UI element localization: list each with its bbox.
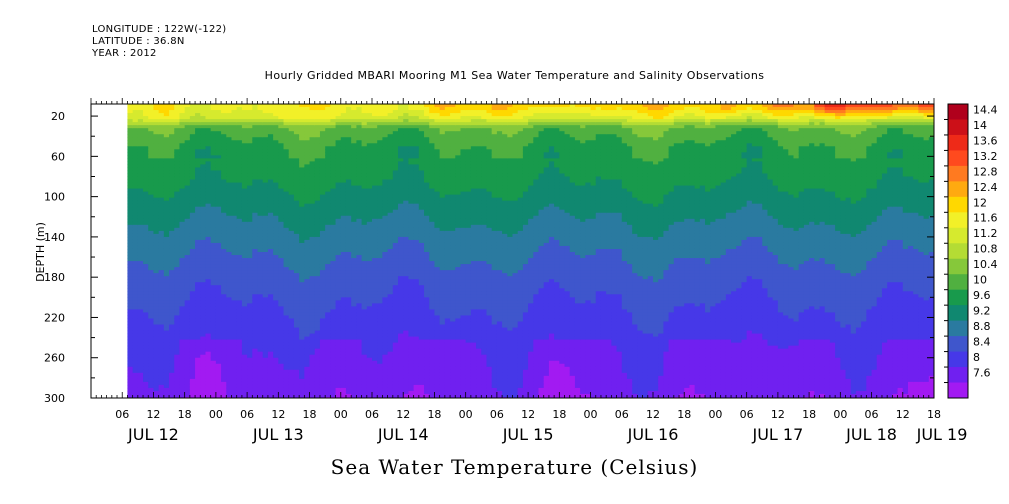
colorbar-label: 10 (973, 274, 987, 287)
x-hour-label: 18 (178, 408, 192, 421)
colorbar-label: 7.6 (973, 367, 991, 380)
x-hour-label: 06 (615, 408, 629, 421)
colorbar-swatch (948, 336, 968, 353)
latitude-label: LATITUDE : 36.8N (92, 36, 185, 47)
colorbar-swatch (948, 305, 968, 322)
colorbar-label: 9.6 (973, 289, 991, 302)
heatmap-field (127, 104, 934, 398)
x-hour-label: 06 (490, 408, 504, 421)
colorbar-swatch (948, 165, 968, 182)
x-hour-label: 18 (927, 408, 941, 421)
y-tick-label: 260 (44, 352, 65, 365)
x-hour-label: 12 (771, 408, 785, 421)
x-hour-label: 12 (896, 408, 910, 421)
x-hour-label: 00 (334, 408, 348, 421)
longitude-label: LONGITUDE : 122W(-122) (92, 24, 227, 35)
colorbar-label: 11.2 (973, 227, 998, 240)
colorbar-swatch (948, 119, 968, 136)
colorbar-swatch (948, 320, 968, 337)
x-hour-label: 06 (365, 408, 379, 421)
colorbar-label: 12.8 (973, 165, 998, 178)
x-hour-label: 06 (115, 408, 129, 421)
colorbar-label: 12 (973, 196, 987, 209)
x-hour-label: 18 (802, 408, 816, 421)
colorbar-swatch (948, 104, 968, 120)
colorbar-swatch (948, 196, 968, 213)
x-hour-label: 06 (740, 408, 754, 421)
location-metadata: LONGITUDE : 122W(-122) LATITUDE : 36.8N … (92, 24, 227, 60)
x-date-label: JUL 16 (627, 425, 679, 444)
y-tick-label: 140 (44, 231, 65, 244)
colorbar-swatch (948, 212, 968, 229)
x-hour-label: 18 (427, 408, 441, 421)
x-hour-label: 12 (646, 408, 660, 421)
x-hour-label: 18 (303, 408, 317, 421)
colorbar-label: 12.4 (973, 181, 998, 194)
colorbar-label: 9.2 (973, 305, 991, 318)
x-hour-label: 12 (271, 408, 285, 421)
x-hour-label: 12 (521, 408, 535, 421)
x-hour-label: 18 (677, 408, 691, 421)
colorbar-swatch (948, 289, 968, 306)
x-axis-title: Sea Water Temperature (Celsius) (330, 455, 699, 479)
x-hour-label: 06 (865, 408, 879, 421)
colorbar-swatch (948, 134, 968, 151)
x-date-label: JUL 14 (377, 425, 429, 444)
x-date-label: JUL 18 (845, 425, 897, 444)
colorbar-swatch (948, 243, 968, 260)
colorbar-frame (947, 103, 969, 399)
x-hour-label: 06 (240, 408, 254, 421)
colorbar-label: 10.8 (973, 243, 998, 256)
x-hour-label: 12 (146, 408, 160, 421)
colorbar-swatch (948, 181, 968, 198)
year-label: YEAR : 2012 (92, 48, 157, 59)
colorbar-swatch (948, 258, 968, 275)
x-hour-label: 00 (459, 408, 473, 421)
colorbar-swatch (948, 351, 968, 368)
colorbar-swatch (948, 150, 968, 167)
x-hour-label: 18 (552, 408, 566, 421)
colorbar-label: 8.4 (973, 336, 991, 349)
y-tick-label: 180 (44, 271, 65, 284)
colorbar-swatch (948, 274, 968, 291)
colorbar-label: 10.4 (973, 258, 998, 271)
y-tick-label: 300 (44, 392, 65, 405)
x-hour-label: 12 (396, 408, 410, 421)
y-tick-label: 100 (44, 191, 65, 204)
x-hour-label: 00 (708, 408, 722, 421)
y-tick-label: 20 (51, 110, 65, 123)
x-hour-label: 00 (209, 408, 223, 421)
colorbar-label: 13.2 (973, 150, 998, 163)
colorbar-swatch (948, 367, 968, 384)
x-hour-label: 00 (833, 408, 847, 421)
colorbar-swatch (948, 227, 968, 244)
colorbar-swatch (948, 382, 968, 399)
chart-title: Hourly Gridded MBARI Mooring M1 Sea Wate… (264, 69, 765, 82)
x-date-label: JUL 17 (751, 425, 803, 444)
colorbar-label: 14 (973, 119, 987, 132)
colorbar-label: 13.6 (973, 134, 998, 147)
y-tick-label: 220 (44, 311, 65, 324)
colorbar-label: 8.8 (973, 320, 991, 333)
y-axis-label: DEPTH (m) (34, 222, 47, 282)
x-date-label: JUL 13 (252, 425, 304, 444)
x-date-label: JUL 19 (916, 425, 968, 444)
colorbar: 14.4 14 13.6 13.2 12.8 12.4 12 11.6 11.2 10.8 10.4… (944, 103, 998, 399)
x-date-label: JUL 12 (127, 425, 179, 444)
colorbar-label: 11.6 (973, 212, 998, 225)
y-tick-label: 60 (51, 150, 65, 163)
colorbar-label: 14.4 (973, 103, 998, 116)
colorbar-label: 8 (973, 351, 980, 364)
x-hour-label: 00 (584, 408, 598, 421)
x-date-label: JUL 15 (502, 425, 554, 444)
